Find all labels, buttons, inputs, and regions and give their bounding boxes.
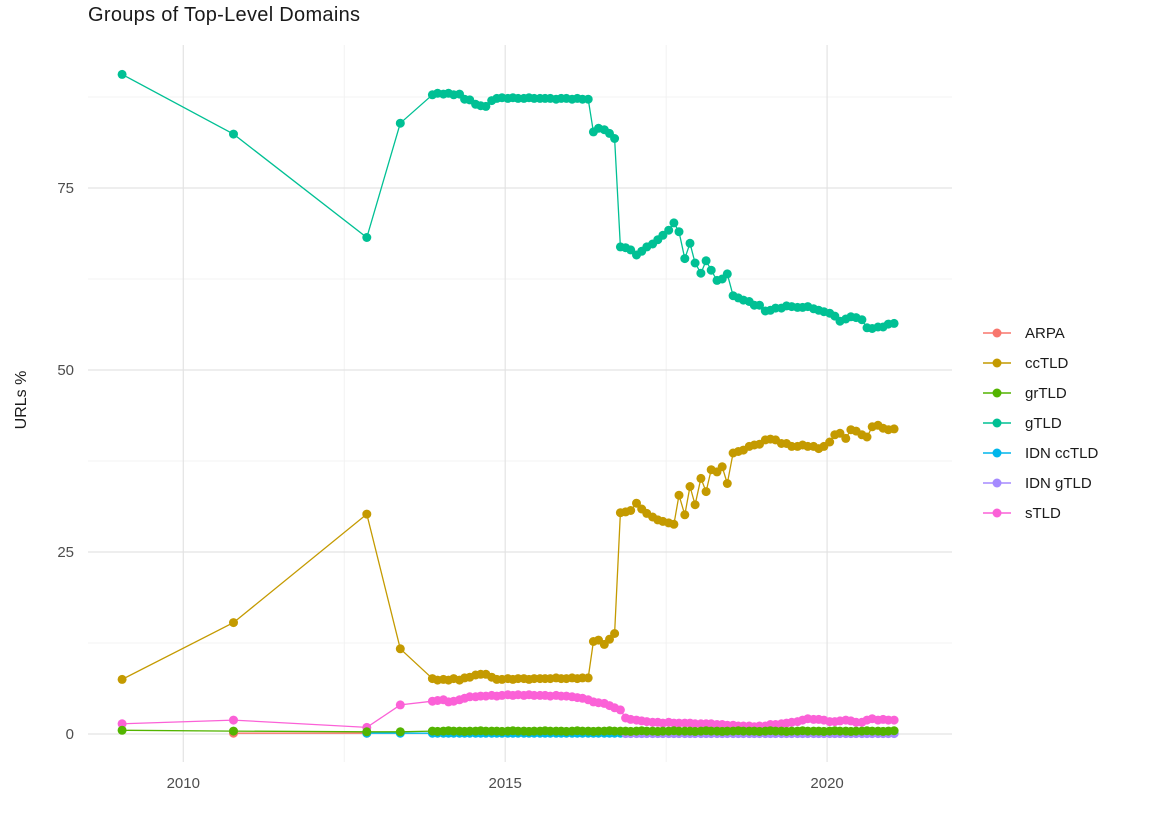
data-point [674,227,684,237]
data-point [632,498,641,508]
data-point [395,118,405,128]
x-tick-label: 2015 [489,775,522,792]
y-tick-label: 0 [66,726,74,743]
data-point [685,238,695,248]
data-point [229,726,238,736]
legend-label: gTLD [1025,414,1062,432]
data-point [117,725,127,735]
data-point [889,715,899,725]
data-point [857,315,867,325]
data-point [229,618,238,628]
series-ccTLD [117,420,899,685]
chart-title: Groups of Top-Level Domains [88,4,361,26]
data-point [755,300,764,310]
data-point [889,726,899,736]
data-point [395,700,405,710]
data-point [229,129,238,139]
data-point [669,519,679,529]
data-point [706,265,716,275]
data-point [362,509,372,519]
series-sTLD [117,690,899,732]
legend-item-gTLD: gTLD [982,412,1098,434]
y-tick-label: 25 [57,544,74,561]
legend-label: ARPA [1025,324,1065,342]
data-point [605,634,614,644]
data-point [722,479,732,488]
x-tick-label: 2020 [810,775,843,792]
data-point [626,245,636,255]
legend-label: IDN gTLD [1025,474,1092,492]
data-point [229,715,238,725]
legend-label: ccTLD [1025,354,1069,372]
x-tick-label: 2010 [167,775,200,792]
legend-item-sTLD: sTLD [982,502,1098,524]
data-point [395,644,405,654]
data-point [696,473,706,483]
data-point [117,674,127,684]
data-point [669,218,679,228]
data-point [690,500,700,510]
data-point [685,482,695,491]
legend-item-ccTLD: ccTLD [982,352,1098,374]
y-tick-label: 50 [57,362,74,379]
data-point [696,268,706,278]
data-point [701,256,711,266]
data-point [117,69,127,79]
series-ARPA [229,728,372,738]
data-point [362,727,372,737]
data-point [674,490,684,500]
y-tick-label: 75 [57,180,74,197]
data-point [680,510,690,520]
data-point [481,101,491,111]
data-point [680,254,690,264]
data-point [395,727,405,737]
legend-key-icon [983,418,1011,428]
data-point [658,230,668,240]
data-point [583,673,593,683]
data-point [615,705,625,715]
data-point [841,433,851,443]
data-point [690,258,700,268]
data-point [722,269,732,279]
data-point [664,225,674,235]
legend-label: grTLD [1025,384,1067,402]
data-point [610,134,620,143]
legend-key-icon [983,478,1011,488]
legend-label: IDN ccTLD [1025,444,1099,462]
data-point [862,432,872,442]
data-point [889,424,899,434]
series-gTLD [117,69,899,333]
legend-key-icon [983,448,1011,458]
legend-key-icon [983,328,1011,338]
legend-item-ARPA: ARPA [982,322,1098,344]
data-point [362,233,372,242]
legend-key-icon [983,388,1011,398]
legend-item-IDN-ccTLD: IDN ccTLD [982,442,1098,464]
series-grTLD [117,725,899,737]
legend-item-grTLD: grTLD [982,382,1098,404]
data-point [825,437,835,447]
data-point [583,94,593,104]
legend-key-icon [983,508,1011,518]
data-point [717,462,727,472]
gridlines [88,45,952,762]
legend-key-icon [983,358,1011,368]
data-point [701,487,711,497]
data-point [117,719,127,729]
legend-label: sTLD [1025,504,1061,522]
legend-item-IDN-gTLD: IDN gTLD [982,472,1098,494]
data-point [626,506,636,515]
data-point [889,318,899,328]
data-point [610,629,620,638]
data-point [835,428,845,438]
legend: ARPA ccTLD grTLD gTLD IDN ccTLD IDN gTLD sTLD [982,322,1098,524]
